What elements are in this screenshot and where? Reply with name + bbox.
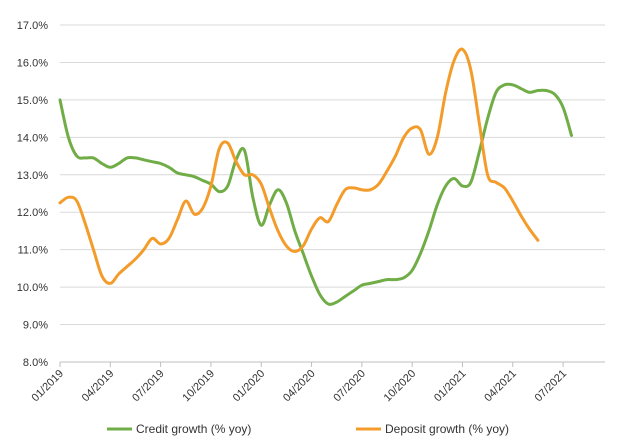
- y-tick-label: 15.0%: [17, 95, 48, 107]
- y-tick-label: 13.0%: [17, 170, 48, 182]
- legend-label-credit-growth: Credit growth (% yoy): [136, 422, 251, 436]
- legend: Credit growth (% yoy) Deposit growth (% …: [107, 422, 509, 436]
- y-tick-label: 16.0%: [17, 57, 48, 69]
- x-tick-label: 07/2021: [533, 368, 570, 405]
- y-tick-label: 12.0%: [17, 207, 48, 219]
- y-tick-label: 8.0%: [23, 357, 48, 369]
- legend-label-deposit-growth: Deposit growth (% yoy): [385, 422, 509, 436]
- deposit-growth-line: [58, 47, 540, 285]
- x-tick-label: 04/2021: [482, 368, 519, 405]
- gridlines: [60, 24, 605, 326]
- y-tick-label: 11.0%: [18, 245, 49, 257]
- x-tick-label: 01/2021: [432, 368, 469, 405]
- x-tick-label: 10/2020: [382, 368, 419, 405]
- x-tick-label: 10/2019: [180, 368, 217, 405]
- x-tick-label: 07/2019: [130, 368, 167, 405]
- y-tick-label: 14.0%: [17, 132, 48, 144]
- y-tick-label: 17.0%: [17, 20, 48, 32]
- y-axis-tick-labels: 8.0% 9.0% 10.0% 11.0% 12.0% 13.0% 14.0% 15.0% 16…: [17, 20, 48, 369]
- x-tick-label: 01/2019: [30, 368, 67, 405]
- credit-growth-line: [58, 82, 573, 306]
- axes: [59, 361, 605, 367]
- series-lines: [58, 47, 573, 306]
- y-tick-label: 10.0%: [17, 282, 48, 294]
- x-tick-label: 04/2019: [80, 368, 117, 405]
- x-tick-label: 07/2020: [331, 368, 368, 405]
- x-tick-label: 04/2020: [281, 368, 318, 405]
- x-axis-tick-labels: 01/2019 04/2019 07/2019 10/2019 01/2020 04/20…: [30, 368, 570, 405]
- x-tick-label: 01/2020: [231, 368, 268, 405]
- y-tick-label: 9.0%: [23, 320, 48, 332]
